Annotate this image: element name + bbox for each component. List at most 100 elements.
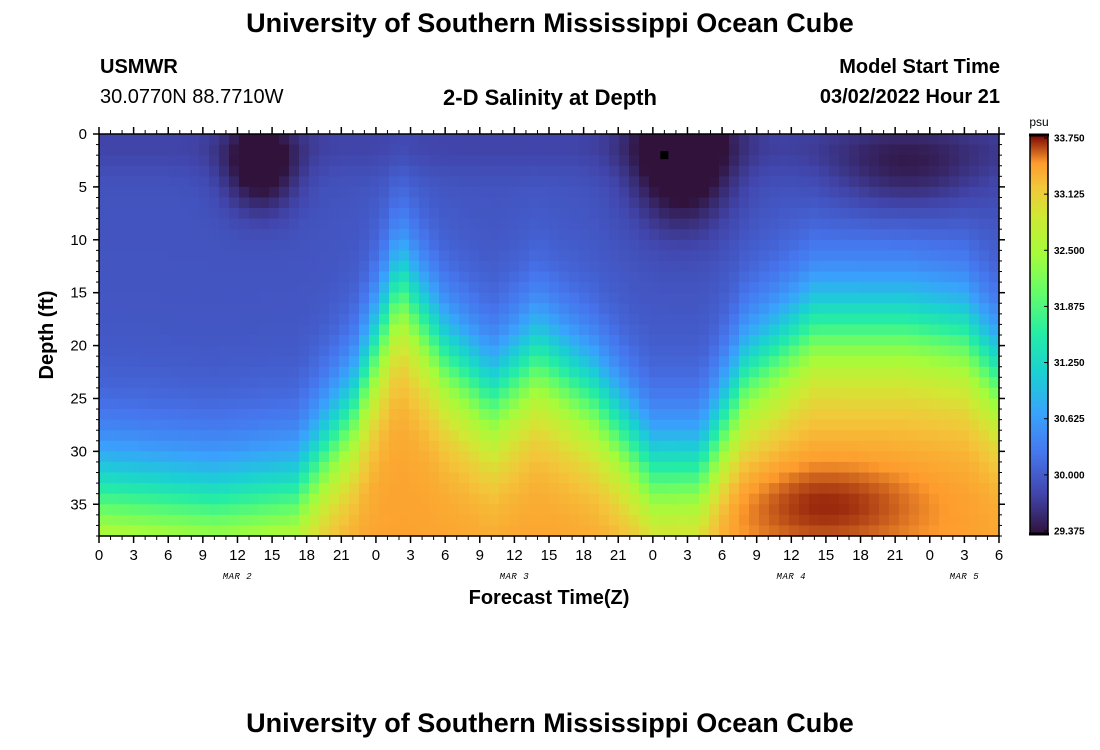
heatmap-cell [779,430,790,442]
heatmap-cell [569,514,580,527]
heatmap-cell [699,313,710,326]
heatmap-cell [339,419,350,431]
heatmap-cell [559,461,570,474]
heatmap-cell [329,366,340,378]
heatmap-cell [289,398,300,410]
heatmap-cell [229,134,240,146]
heatmap-cell [989,176,1000,188]
heatmap-cell [639,303,650,315]
heatmap-cell [599,229,610,241]
heatmap-cell [539,229,550,241]
heatmap-cell [469,176,480,188]
heatmap-cell [749,134,760,146]
heatmap-cell [779,324,790,336]
heatmap-cell [369,229,380,241]
heatmap-cell [159,134,170,146]
heatmap-cell [719,292,730,304]
heatmap-cell [789,409,800,421]
heatmap-cell [149,387,160,400]
heatmap-cell [149,250,160,262]
heatmap-cell [779,218,790,230]
heatmap-cell [439,197,450,209]
heatmap-cell [899,186,910,199]
heatmap-cell [789,260,800,273]
heatmap-cell [429,419,440,431]
heatmap-cell [789,440,800,452]
heatmap-cell [329,472,340,484]
heatmap-cell [439,377,450,389]
heatmap-cell [599,208,610,220]
heatmap-cell [549,186,560,199]
heatmap-cell [219,335,230,347]
heatmap-cell [459,461,470,474]
heatmap-cell [329,514,340,527]
heatmap-cell [519,303,530,315]
heatmap-cell [409,155,420,167]
heatmap-cell [299,313,310,326]
heatmap-cell [779,356,790,368]
heatmap-cell [279,324,290,336]
heatmap-cell [229,218,240,230]
heatmap-cell [719,345,730,357]
heatmap-cell [369,366,380,378]
heatmap-cell [529,493,540,505]
heatmap-cell [749,483,760,495]
heatmap-cell [359,514,370,527]
heatmap-cell [559,419,570,431]
heatmap-cell [939,493,950,505]
heatmap-cell [869,472,880,484]
heatmap-cell [599,366,610,378]
heatmap-cell [479,165,490,177]
heatmap-cell [469,409,480,421]
heatmap-cell [599,419,610,431]
heatmap-cell [929,335,940,347]
heatmap-cell [269,387,280,400]
heatmap-cell [539,218,550,230]
heatmap-cell [649,514,660,527]
heatmap-cell [399,461,410,474]
heatmap-cell [989,229,1000,241]
heatmap-cell [539,176,550,188]
heatmap-cell [249,335,260,347]
heatmap-cell [499,461,510,474]
heatmap-cell [809,303,820,315]
heatmap-cell [889,176,900,188]
heatmap-cell [349,366,360,378]
heatmap-cell [329,387,340,400]
heatmap-cell [169,271,180,283]
heatmap-cell [799,239,810,251]
heatmap-cell [119,504,130,516]
heatmap-cell [819,461,830,474]
heatmap-cell [509,377,520,389]
heatmap-cell [159,292,170,304]
heatmap-cell [609,218,620,230]
heatmap-cell [219,504,230,516]
heatmap-cell [399,218,410,230]
heatmap-cell [399,483,410,495]
heatmap-cell [779,282,790,294]
heatmap-cell [729,197,740,209]
heatmap-cell [549,335,560,347]
heatmap-cell [529,324,540,336]
heatmap-cell [399,472,410,484]
heatmap-cell [99,493,110,505]
heatmap-cell [669,356,680,368]
heatmap-cell [729,493,740,505]
heatmap-cell [839,134,850,146]
heatmap-cell [889,345,900,357]
heatmap-cell [379,176,390,188]
heatmap-cell [239,303,250,315]
heatmap-cell [329,345,340,357]
heatmap-cell [109,461,120,474]
heatmap-cell [109,366,120,378]
heatmap-cell [809,134,820,146]
heatmap-cell [369,525,380,537]
heatmap-cell [129,419,140,431]
heatmap-cell [649,451,660,463]
heatmap-cell [549,366,560,378]
heatmap-cell [279,176,290,188]
heatmap-cell [769,461,780,474]
heatmap-cell [579,409,590,421]
heatmap-cell [919,419,930,431]
heatmap-cell [139,197,150,209]
